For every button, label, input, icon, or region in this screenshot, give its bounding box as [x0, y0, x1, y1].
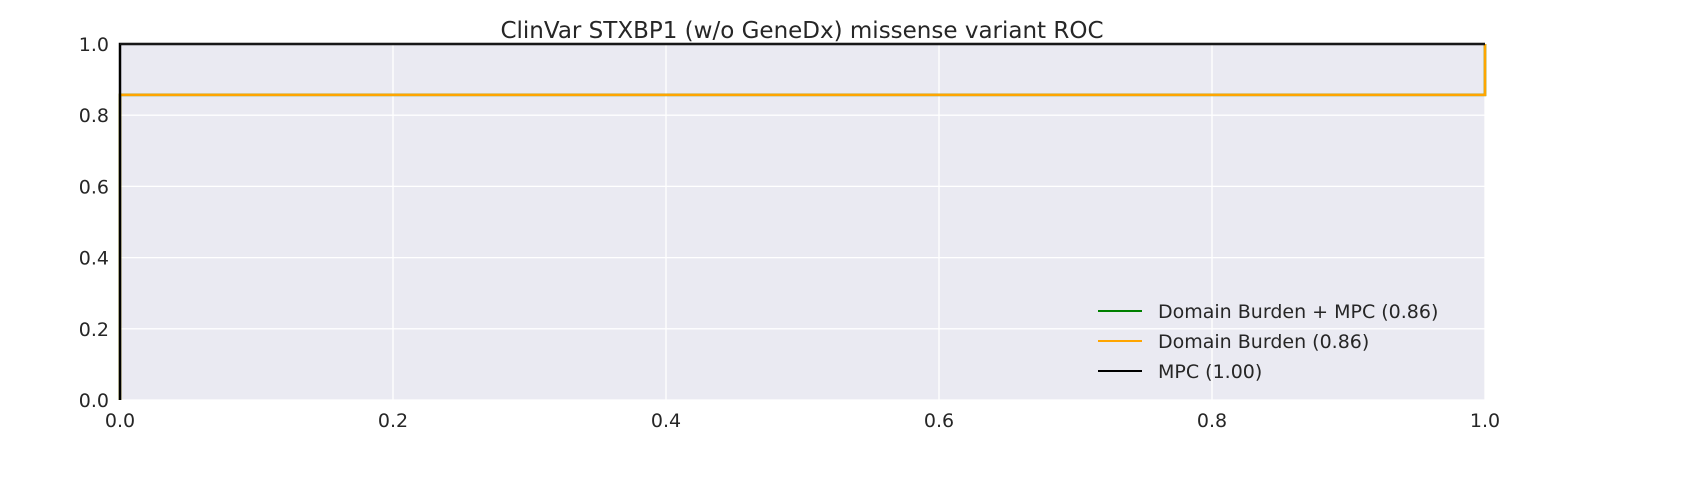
legend: Domain Burden + MPC (0.86) Domain Burden …	[1098, 301, 1438, 383]
x-tick-label: 0.0	[105, 410, 135, 432]
y-tick-label: 0.6	[79, 176, 109, 198]
x-tick-label: 1.0	[1470, 410, 1500, 432]
legend-label-1: Domain Burden (0.86)	[1158, 331, 1369, 353]
y-tick-label: 0.2	[79, 319, 109, 341]
y-tick-label: 0.8	[79, 105, 109, 127]
x-tick-label: 0.4	[651, 410, 681, 432]
grid-lines	[119, 43, 1486, 401]
x-axis-ticks: 0.0 0.2 0.4 0.6 0.8 1.0	[105, 410, 1500, 432]
y-tick-label: 1.0	[79, 34, 109, 56]
x-tick-label: 0.2	[378, 410, 408, 432]
y-tick-label: 0.4	[79, 248, 109, 270]
x-tick-label: 0.8	[1197, 410, 1227, 432]
chart-title: ClinVar STXBP1 (w/o GeneDx) missense var…	[500, 18, 1103, 44]
y-axis-ticks: 0.0 0.2 0.4 0.6 0.8 1.0	[79, 34, 109, 412]
x-tick-label: 0.6	[924, 410, 954, 432]
legend-label-2: MPC (1.00)	[1158, 361, 1262, 383]
y-tick-label: 0.0	[79, 390, 109, 412]
legend-label-0: Domain Burden + MPC (0.86)	[1158, 301, 1438, 323]
plot-area	[120, 44, 1485, 400]
